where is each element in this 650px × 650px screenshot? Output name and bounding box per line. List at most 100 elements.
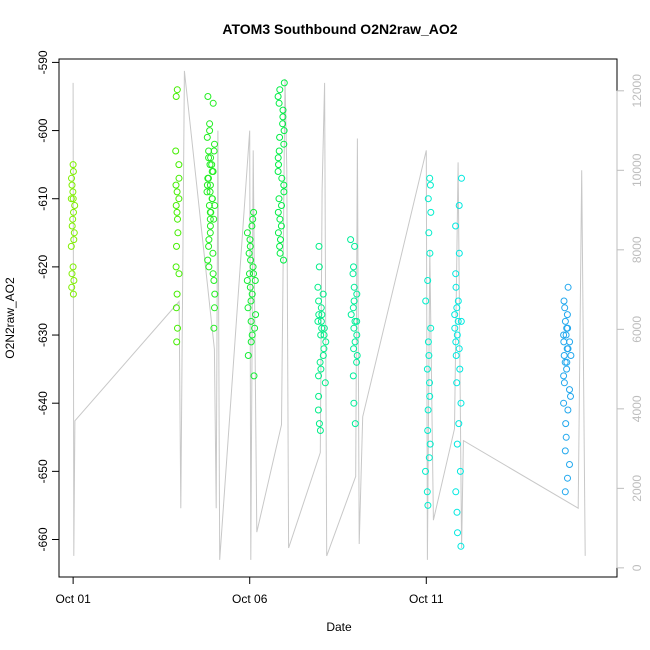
data-point (347, 236, 355, 244)
data-point (67, 195, 75, 203)
data-point (562, 420, 570, 428)
data-point (425, 352, 433, 359)
data-point (453, 331, 461, 339)
data-point (452, 222, 460, 230)
data-point (426, 181, 434, 189)
data-point (276, 215, 284, 223)
data-point (279, 106, 287, 114)
trace-line (72, 70, 586, 560)
data-point (246, 236, 254, 244)
data-point (205, 174, 212, 182)
data-point (315, 242, 323, 250)
data-point (203, 181, 211, 189)
data-point (315, 420, 323, 428)
data-point (316, 358, 324, 366)
data-point (350, 345, 358, 353)
data-point (208, 168, 216, 175)
chart-title: ATOM3 Southbound O2N2raw_AO2 (222, 21, 457, 37)
data-point (451, 311, 459, 319)
data-point (320, 345, 328, 353)
data-point (561, 304, 569, 312)
y-tick-label: -630 (36, 323, 50, 347)
plot-frame (58, 58, 618, 578)
data-point (210, 147, 218, 155)
data-point (211, 202, 219, 209)
data-point (251, 277, 259, 284)
data-point (71, 202, 79, 209)
data-point (250, 208, 258, 216)
data-point (276, 242, 284, 250)
data-point (453, 379, 461, 387)
data-point (560, 297, 568, 305)
data-point (250, 270, 257, 278)
data-point (249, 263, 257, 271)
data-point (206, 215, 214, 223)
data-point (353, 331, 361, 339)
data-point (173, 242, 180, 250)
data-point (70, 277, 78, 284)
data-point (276, 86, 284, 94)
y2-tick-label: 0 (630, 564, 644, 571)
data-point (427, 324, 435, 332)
data-point (247, 256, 255, 264)
y-tick-label: -600 (36, 118, 50, 142)
data-point (209, 99, 217, 107)
data-point (560, 379, 568, 387)
data-point (275, 161, 282, 169)
data-point (210, 277, 218, 284)
data-point (424, 427, 432, 434)
data-point (175, 270, 183, 278)
data-point (206, 222, 214, 230)
data-point (248, 222, 256, 230)
data-point (280, 181, 288, 189)
data-point (203, 188, 211, 196)
data-point (279, 120, 287, 128)
data-point (426, 379, 433, 387)
data-point (351, 317, 359, 325)
data-point (173, 290, 181, 298)
data-point (424, 501, 432, 509)
data-point (561, 358, 569, 366)
x-tick-label: Oct 06 (232, 592, 268, 606)
data-point (173, 86, 181, 94)
data-point (424, 338, 432, 346)
data-point (560, 338, 568, 346)
data-point (210, 324, 218, 332)
data-point (172, 181, 180, 189)
data-point (68, 174, 75, 182)
data-point (560, 331, 568, 339)
data-point (315, 311, 323, 319)
data-point (275, 195, 283, 203)
data-point (315, 392, 323, 400)
data-point (69, 168, 77, 175)
data-point (274, 168, 282, 175)
data-point (454, 317, 462, 325)
data-point (424, 406, 432, 414)
data-point (280, 79, 288, 87)
data-point (349, 372, 357, 380)
data-point (204, 256, 212, 264)
data-point (452, 488, 460, 496)
y2-tick-label: 4000 (630, 395, 644, 422)
data-point (278, 202, 285, 209)
data-point (275, 147, 283, 155)
data-point (247, 317, 255, 325)
data-point (455, 202, 463, 209)
data-point (69, 263, 77, 271)
data-point (314, 317, 322, 325)
data-point (70, 229, 78, 237)
data-point (248, 331, 256, 339)
data-point (205, 242, 213, 250)
data-point (452, 270, 460, 278)
data-point (68, 222, 76, 230)
data-point (70, 236, 78, 244)
data-point (172, 263, 180, 271)
data-point (315, 297, 323, 305)
data-point (174, 229, 182, 237)
data-point (208, 195, 216, 203)
data-point (426, 392, 434, 400)
data-point (424, 195, 432, 203)
data-point (563, 311, 571, 319)
data-point (566, 338, 574, 346)
